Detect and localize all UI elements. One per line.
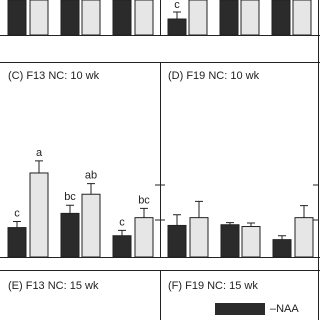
error-bar — [87, 183, 95, 195]
bar — [81, 193, 101, 258]
bar — [7, 227, 27, 258]
bar — [134, 217, 154, 258]
bar — [167, 224, 187, 258]
bar — [112, 235, 132, 258]
error-bar — [173, 214, 181, 226]
error-bar — [13, 221, 21, 228]
significance-letter: bc — [64, 191, 76, 203]
significance-letter: ab — [85, 170, 97, 182]
significance-letter: a — [36, 147, 43, 159]
bar — [272, 239, 292, 258]
bar — [189, 217, 209, 258]
error-bar — [118, 229, 126, 236]
bar — [60, 212, 80, 258]
cropped-panels — [7, 0, 312, 36]
error-bar — [247, 222, 255, 227]
error-bar — [66, 204, 74, 214]
significance-letter: c — [174, 0, 180, 11]
error-bar — [195, 200, 203, 218]
significance-letter: c — [119, 216, 125, 228]
panel-title: (D) F19 NC: 10 wk — [168, 70, 260, 82]
significance-letter: c — [14, 207, 20, 219]
panel-title: (E) F13 NC: 15 wk — [8, 280, 99, 292]
error-bar — [226, 222, 234, 225]
error-bar — [140, 207, 148, 218]
significance-letter: bc — [138, 194, 150, 206]
bar — [29, 172, 49, 258]
error-bar — [35, 160, 43, 173]
legend-swatch — [215, 303, 265, 315]
panel-title: (C) F13 NC: 10 wk — [8, 70, 100, 82]
panel-title: (F) F19 NC: 15 wk — [168, 280, 258, 292]
legend-label: –NAA — [270, 303, 299, 315]
error-bar — [300, 205, 308, 218]
bar — [220, 224, 240, 258]
bar — [294, 217, 314, 258]
error-bar — [278, 235, 286, 240]
bar — [241, 226, 261, 258]
